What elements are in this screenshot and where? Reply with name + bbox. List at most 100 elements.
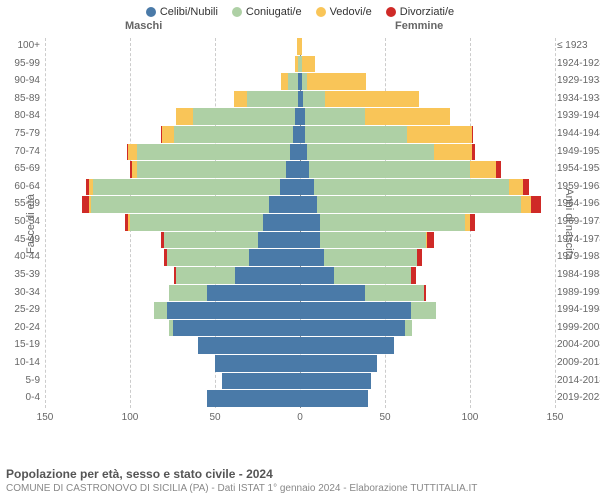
legend-swatch-icon bbox=[316, 7, 326, 17]
male-bar bbox=[45, 91, 300, 108]
pyramid-rows: 100+≤ 192395-991924-192890-941929-193385… bbox=[45, 38, 555, 408]
table-row: 45-491974-1978 bbox=[45, 232, 555, 249]
segment-coniugati bbox=[314, 179, 510, 196]
birth-year-label: 2004-2008 bbox=[557, 337, 600, 354]
x-tick: 0 bbox=[297, 412, 303, 423]
male-bar bbox=[45, 126, 300, 143]
female-bar bbox=[300, 91, 555, 108]
legend-item-celibi: Celibi/Nubili bbox=[146, 6, 218, 18]
segment-coniugati bbox=[305, 126, 407, 143]
age-label: 30-34 bbox=[0, 285, 40, 302]
birth-year-label: 1944-1948 bbox=[557, 126, 600, 143]
segment-coniugati bbox=[174, 126, 293, 143]
female-bar bbox=[300, 196, 555, 213]
female-bar bbox=[300, 38, 555, 55]
segment-celibi bbox=[300, 355, 377, 372]
birth-year-label: 2014-2018 bbox=[557, 373, 600, 390]
segment-coniugati bbox=[411, 302, 437, 319]
table-row: 15-192004-2008 bbox=[45, 337, 555, 354]
segment-celibi bbox=[300, 337, 394, 354]
x-tick: 100 bbox=[122, 412, 139, 423]
footer: Popolazione per età, sesso e stato civil… bbox=[6, 467, 594, 494]
chart-subtitle: COMUNE DI CASTRONOVO DI SICILIA (PA) - D… bbox=[6, 483, 594, 494]
female-bar bbox=[300, 214, 555, 231]
segment-coniugati bbox=[154, 302, 168, 319]
segment-divorziati bbox=[472, 126, 474, 143]
birth-year-label: 1954-1958 bbox=[557, 161, 600, 178]
age-label: 90-94 bbox=[0, 73, 40, 90]
birth-year-label: 1994-1998 bbox=[557, 302, 600, 319]
segment-vedovi bbox=[325, 91, 419, 108]
age-label: 35-39 bbox=[0, 267, 40, 284]
segment-coniugati bbox=[303, 91, 325, 108]
table-row: 25-291994-1998 bbox=[45, 302, 555, 319]
segment-vedovi bbox=[302, 56, 316, 73]
table-row: 0-42019-2023 bbox=[45, 390, 555, 407]
female-bar bbox=[300, 390, 555, 407]
male-bar bbox=[45, 196, 300, 213]
y-axis-right-title: Anni di nascita bbox=[563, 188, 575, 260]
legend: Celibi/Nubili Coniugati/e Vedovi/e Divorzia… bbox=[0, 0, 600, 20]
segment-celibi bbox=[300, 214, 320, 231]
segment-celibi bbox=[300, 196, 317, 213]
legend-label: Coniugati/e bbox=[246, 6, 302, 18]
legend-swatch-icon bbox=[146, 7, 156, 17]
male-bar bbox=[45, 249, 300, 266]
segment-vedovi bbox=[434, 144, 471, 161]
female-bar bbox=[300, 267, 555, 284]
age-label: 95-99 bbox=[0, 56, 40, 73]
birth-year-label: 1924-1928 bbox=[557, 56, 600, 73]
segment-celibi bbox=[300, 161, 309, 178]
segment-celibi bbox=[300, 285, 365, 302]
x-tick: 100 bbox=[462, 412, 479, 423]
segment-coniugati bbox=[247, 91, 298, 108]
legend-item-divorziati: Divorziati/e bbox=[386, 6, 454, 18]
segment-celibi bbox=[300, 320, 405, 337]
female-bar bbox=[300, 285, 555, 302]
segment-celibi bbox=[235, 267, 300, 284]
segment-coniugati bbox=[164, 232, 258, 249]
segment-vedovi bbox=[509, 179, 523, 196]
female-bar bbox=[300, 108, 555, 125]
segment-coniugati bbox=[317, 196, 521, 213]
table-row: 85-891934-1938 bbox=[45, 91, 555, 108]
female-bar bbox=[300, 56, 555, 73]
segment-celibi bbox=[207, 285, 301, 302]
age-label: 65-69 bbox=[0, 161, 40, 178]
legend-swatch-icon bbox=[232, 7, 242, 17]
segment-vedovi bbox=[470, 161, 496, 178]
segment-coniugati bbox=[137, 161, 287, 178]
segment-divorziati bbox=[531, 196, 541, 213]
segment-celibi bbox=[269, 196, 300, 213]
segment-coniugati bbox=[320, 214, 465, 231]
segment-coniugati bbox=[405, 320, 412, 337]
segment-celibi bbox=[286, 161, 300, 178]
birth-year-label: 1949-1953 bbox=[557, 144, 600, 161]
male-bar bbox=[45, 267, 300, 284]
segment-coniugati bbox=[167, 249, 249, 266]
segment-vedovi bbox=[234, 91, 248, 108]
age-label: 10-14 bbox=[0, 355, 40, 372]
table-row: 95-991924-1928 bbox=[45, 56, 555, 73]
x-tick: 50 bbox=[209, 412, 220, 423]
female-header: Femmine bbox=[395, 20, 443, 32]
female-bar bbox=[300, 302, 555, 319]
segment-celibi bbox=[290, 144, 300, 161]
birth-year-label: 2009-2013 bbox=[557, 355, 600, 372]
segment-coniugati bbox=[324, 249, 418, 266]
segment-coniugati bbox=[93, 179, 280, 196]
legend-item-vedovi: Vedovi/e bbox=[316, 6, 372, 18]
male-bar bbox=[45, 144, 300, 161]
segment-divorziati bbox=[424, 285, 426, 302]
segment-vedovi bbox=[521, 196, 531, 213]
age-label: 0-4 bbox=[0, 390, 40, 407]
male-bar bbox=[45, 214, 300, 231]
segment-celibi bbox=[258, 232, 301, 249]
birth-year-label: 1984-1988 bbox=[557, 267, 600, 284]
table-row: 5-92014-2018 bbox=[45, 373, 555, 390]
age-label: 15-19 bbox=[0, 337, 40, 354]
x-axis: 15010050050100150 bbox=[45, 412, 555, 426]
age-label: 25-29 bbox=[0, 302, 40, 319]
table-row: 10-142009-2013 bbox=[45, 355, 555, 372]
birth-year-label: 1934-1938 bbox=[557, 91, 600, 108]
